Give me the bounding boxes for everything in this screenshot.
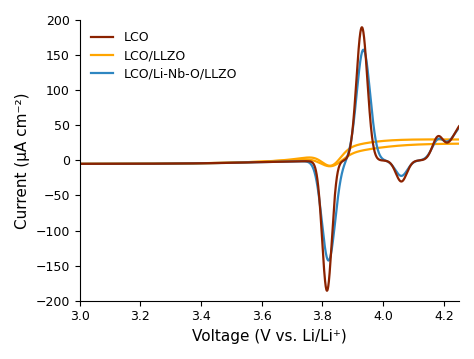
- LCO/Li-Nb-O/LLZO: [445, 139, 450, 144]
- LCO/Li-Nb-O/LLZO: [257, 160, 263, 164]
- LCO/Li-Nb-O/LLZO: [353, 105, 358, 109]
- LCO/Li-Nb-O/LLZO: [77, 162, 82, 166]
- LCO: [257, 160, 263, 164]
- LCO/LLZO: [257, 159, 263, 164]
- LCO: [324, 289, 330, 293]
- LCO/LLZO: [236, 160, 242, 165]
- LCO/LLZO: [327, 164, 333, 168]
- LCO: [426, 153, 431, 157]
- LCO/LLZO: [353, 144, 358, 148]
- LCO: [236, 160, 242, 165]
- LCO/LLZO: [445, 137, 450, 141]
- Line: LCO: LCO: [80, 27, 459, 291]
- Legend: LCO, LCO/LLZO, LCO/Li-Nb-O/LLZO: LCO, LCO/LLZO, LCO/Li-Nb-O/LLZO: [86, 26, 242, 85]
- LCO: [359, 25, 365, 29]
- Line: LCO/Li-Nb-O/LLZO: LCO/Li-Nb-O/LLZO: [80, 50, 459, 261]
- LCO/Li-Nb-O/LLZO: [361, 47, 366, 52]
- LCO/LLZO: [426, 137, 431, 141]
- LCO/Li-Nb-O/LLZO: [326, 258, 331, 263]
- LCO/Li-Nb-O/LLZO: [239, 160, 245, 165]
- Line: LCO/LLZO: LCO/LLZO: [80, 139, 459, 166]
- LCO: [239, 160, 245, 165]
- LCO/LLZO: [456, 137, 462, 142]
- LCO/Li-Nb-O/LLZO: [456, 126, 462, 130]
- LCO: [456, 124, 462, 129]
- LCO/LLZO: [77, 162, 82, 166]
- LCO: [445, 140, 450, 145]
- X-axis label: Voltage (V vs. Li/Li⁺): Voltage (V vs. Li/Li⁺): [192, 329, 346, 344]
- LCO/Li-Nb-O/LLZO: [236, 160, 242, 165]
- LCO: [77, 162, 82, 166]
- LCO: [353, 94, 358, 98]
- LCO/Li-Nb-O/LLZO: [426, 152, 431, 156]
- LCO/LLZO: [433, 137, 439, 141]
- Y-axis label: Current (μA cm⁻²): Current (μA cm⁻²): [15, 92, 30, 229]
- LCO/LLZO: [239, 160, 245, 164]
